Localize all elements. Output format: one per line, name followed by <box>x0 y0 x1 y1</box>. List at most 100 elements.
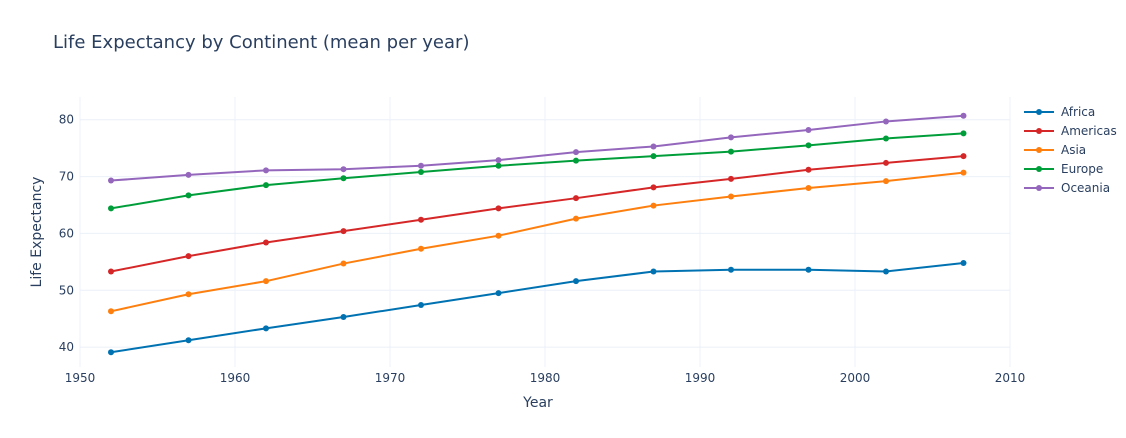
legend-swatch-marker <box>1036 147 1042 153</box>
data-point-oceania <box>650 143 657 150</box>
data-point-americas <box>883 159 889 166</box>
data-point-americas <box>418 216 424 223</box>
data-point-africa <box>883 268 889 275</box>
legend-swatch-marker <box>1036 109 1042 115</box>
y-tick-label: 50 <box>59 283 74 297</box>
data-point-oceania <box>728 134 734 141</box>
legend-label: Africa <box>1061 105 1095 119</box>
data-point-americas <box>960 153 967 160</box>
y-axis-ticks: 40 50 60 70 80 <box>59 113 74 354</box>
legend-swatch-marker <box>1036 166 1042 172</box>
data-point-europe <box>573 157 579 164</box>
data-point-oceania <box>805 126 812 133</box>
series-americas <box>108 153 967 275</box>
data-point-africa <box>263 325 269 332</box>
x-tick-label: 1950 <box>65 371 96 385</box>
data-point-oceania <box>960 112 967 119</box>
data-point-europe <box>728 148 734 155</box>
data-point-africa <box>650 268 657 275</box>
data-point-americas <box>340 228 347 235</box>
data-point-europe <box>650 153 657 160</box>
data-point-americas <box>495 205 502 212</box>
legend-swatch-marker <box>1036 128 1042 134</box>
data-point-africa <box>185 337 192 344</box>
data-point-africa <box>728 266 734 273</box>
legend-item-asia[interactable]: Asia <box>1024 143 1086 157</box>
series-europe <box>108 130 967 212</box>
legend-label: Americas <box>1061 124 1117 138</box>
legend-label: Oceania <box>1061 181 1110 195</box>
data-point-americas <box>805 166 812 173</box>
data-point-europe <box>108 205 114 212</box>
series-line-oceania <box>110 114 964 182</box>
data-point-oceania <box>495 157 502 164</box>
legend-label: Asia <box>1061 143 1086 157</box>
data-point-oceania <box>108 177 114 184</box>
x-tick-label: 1970 <box>375 371 406 385</box>
data-point-asia <box>960 169 967 176</box>
data-point-europe <box>340 175 347 182</box>
data-point-asia <box>883 178 889 185</box>
y-tick-label: 70 <box>59 170 74 184</box>
data-point-asia <box>263 278 269 285</box>
data-point-europe <box>883 135 889 142</box>
x-axis-title: Year <box>522 395 553 411</box>
data-point-americas <box>185 253 192 260</box>
data-point-europe <box>805 142 812 149</box>
data-point-europe <box>960 130 967 137</box>
data-point-americas <box>650 184 657 191</box>
data-point-americas <box>263 239 269 246</box>
data-point-asia <box>185 291 192 298</box>
data-point-oceania <box>883 118 889 125</box>
data-point-asia <box>418 245 424 252</box>
data-point-asia <box>805 184 812 191</box>
data-point-europe <box>418 169 424 176</box>
legend[interactable]: Africa Americas Asia Europe Oceania <box>1024 105 1117 195</box>
series-group <box>108 112 967 356</box>
data-point-europe <box>495 162 502 169</box>
x-tick-label: 1960 <box>220 371 251 385</box>
y-axis-title: Life Expectancy <box>29 177 45 288</box>
data-point-oceania <box>185 171 192 178</box>
data-point-asia <box>340 260 347 267</box>
data-point-asia <box>495 232 502 239</box>
x-tick-label: 2010 <box>995 371 1026 385</box>
x-axis-ticks: 1950 1960 1970 1980 1990 2000 2010 <box>65 371 1026 385</box>
data-point-asia <box>650 202 657 209</box>
legend-item-africa[interactable]: Africa <box>1024 105 1095 119</box>
data-point-europe <box>263 182 269 189</box>
data-point-africa <box>418 302 424 309</box>
series-line-asia <box>110 171 964 313</box>
y-tick-label: 80 <box>59 113 74 127</box>
legend-swatch-marker <box>1036 185 1042 191</box>
x-tick-label: 1980 <box>530 371 561 385</box>
series-oceania <box>108 112 967 184</box>
legend-item-oceania[interactable]: Oceania <box>1024 181 1110 195</box>
chart-title: Life Expectancy by Continent (mean per y… <box>53 32 469 53</box>
series-asia <box>108 169 967 315</box>
series-line-europe <box>110 132 964 210</box>
data-point-oceania <box>573 149 579 156</box>
data-point-americas <box>108 268 114 275</box>
data-point-europe <box>185 192 192 199</box>
y-tick-label: 40 <box>59 340 74 354</box>
x-tick-label: 1990 <box>685 371 716 385</box>
legend-label: Europe <box>1061 162 1103 176</box>
data-point-oceania <box>418 162 424 169</box>
data-point-americas <box>573 195 579 202</box>
series-line-americas <box>110 155 964 273</box>
data-point-asia <box>573 215 579 222</box>
legend-item-americas[interactable]: Americas <box>1024 124 1117 138</box>
data-point-americas <box>728 175 734 182</box>
series-africa <box>108 259 967 356</box>
grid-lines <box>79 97 1011 367</box>
x-tick-label: 2000 <box>840 371 871 385</box>
data-point-africa <box>573 278 579 285</box>
data-point-oceania <box>263 167 269 174</box>
data-point-africa <box>960 259 967 266</box>
legend-item-europe[interactable]: Europe <box>1024 162 1103 176</box>
data-point-asia <box>728 193 734 200</box>
data-point-africa <box>805 266 812 273</box>
